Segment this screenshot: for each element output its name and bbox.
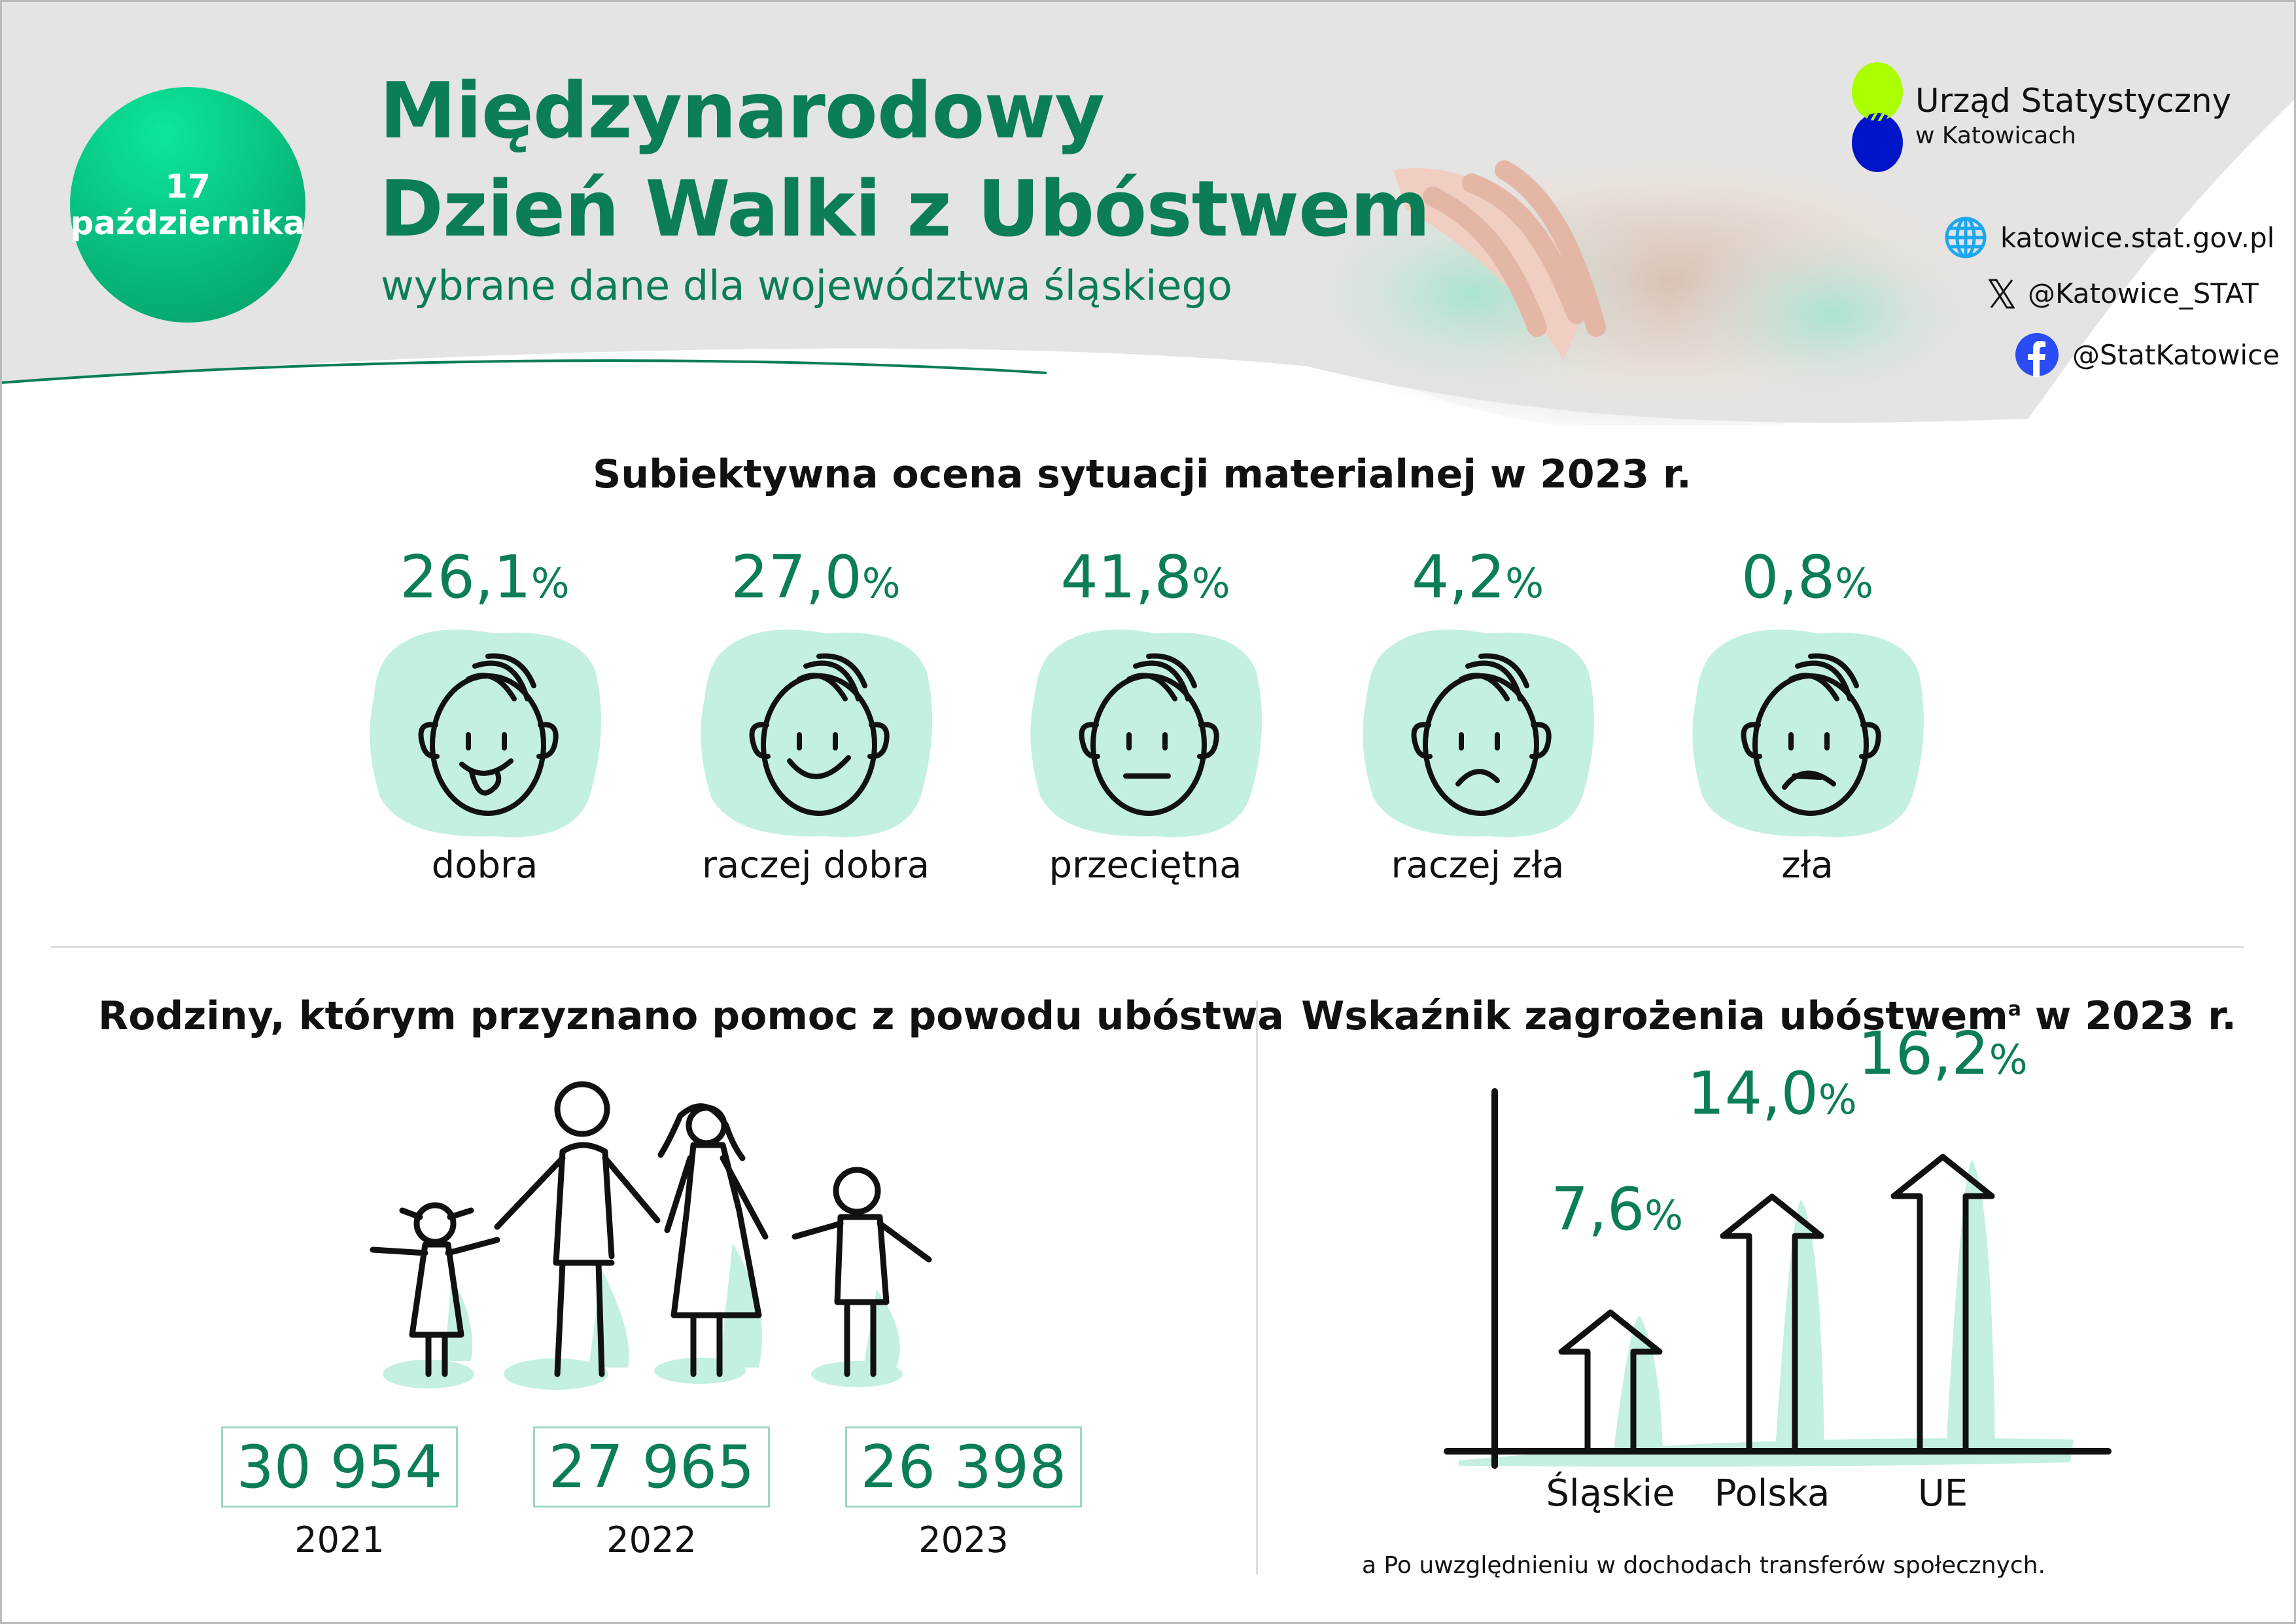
logo-line1: Urząd Statystyczny	[1915, 82, 2232, 120]
bar-value-label: 14,0%	[1687, 1059, 1856, 1128]
value-number: 16,2	[1858, 1019, 1989, 1088]
assessment-label: przeciętna	[1049, 844, 1242, 887]
family-year: 2022	[606, 1519, 697, 1561]
assessment-label: zła	[1781, 844, 1834, 887]
value-unit: %	[1835, 559, 1874, 607]
families-title: Rodziny, którym przyznano pomoc z powodu…	[98, 993, 1284, 1039]
family-illustration	[370, 1081, 932, 1390]
logo-mark	[1852, 62, 1903, 172]
family-count: 27 965	[548, 1432, 755, 1502]
logo-line2: w Katowicach	[1915, 122, 2076, 149]
logo: Urząd Statystyczny w Katowicach	[1851, 62, 2283, 180]
bar-shadow-2	[1946, 1160, 1995, 1450]
smiling-face-icon	[701, 629, 932, 838]
chart-title-suffix: w 2023 r.	[2021, 993, 2236, 1039]
page-title-line1: Międzynarodowy	[379, 65, 1105, 156]
page-title-line2: Dzień Walki z Ubóstwem	[379, 164, 1431, 254]
value-number: 27,0	[731, 543, 862, 612]
value-number: 7,6	[1550, 1174, 1645, 1244]
chart-title-footnote-mark: a	[2008, 998, 2021, 1021]
value-unit: %	[1818, 1075, 1857, 1123]
category-label: UE	[1917, 1472, 1968, 1515]
page-subtitle: wybrane dane dla województwa śląskiego	[381, 262, 1232, 309]
value-unit: %	[861, 559, 901, 607]
value-unit: %	[531, 559, 570, 607]
chart-title-text: Wskaźnik zagrożenia ubóstwem	[1301, 993, 2008, 1039]
x-handle: @Katowice_STAT	[2028, 277, 2259, 309]
value-unit: %	[1191, 559, 1230, 607]
assessment-label: raczej dobra	[701, 844, 930, 887]
date-badge: 17 października	[70, 87, 305, 323]
sad-face-icon	[1692, 629, 1924, 838]
neutral-face-icon	[1030, 629, 1262, 838]
family-year: 2023	[918, 1519, 1009, 1561]
category-label: Śląskie	[1546, 1472, 1675, 1515]
happy-tongue-face-icon	[370, 629, 601, 838]
assessment-label: raczej zła	[1391, 844, 1565, 887]
chart-footnote: a Po uwzględnieniu w dochodach transferó…	[1362, 1552, 2045, 1579]
value-number: 41,8	[1060, 543, 1192, 612]
assessment-title: Subiektywna ocena sytuacji materialnej w…	[593, 451, 1692, 497]
frowning-face-icon	[1363, 629, 1594, 838]
chart-title: Wskaźnik zagrożenia ubóstwema w 2023 r.	[1301, 993, 2236, 1039]
assessment-value: 4,2%	[1412, 543, 1544, 612]
value-number: 26,1	[400, 543, 531, 612]
x-logo-icon	[1989, 279, 2015, 308]
value-unit: %	[1644, 1191, 1684, 1239]
date-day: 17	[165, 168, 211, 205]
bar-value-label: 7,6%	[1551, 1175, 1683, 1244]
globe-icon	[1945, 217, 1987, 258]
bar-shadow-1	[1775, 1199, 1824, 1450]
value-unit: %	[1505, 559, 1544, 607]
assessment-value: 26,1%	[400, 543, 569, 612]
value-number: 4,2	[1411, 543, 1506, 612]
assessment-label: dobra	[431, 844, 538, 887]
arrow-bar-1	[1720, 1193, 1824, 1450]
value-unit: %	[1989, 1036, 2028, 1084]
assessment-value: 0,8%	[1741, 543, 1873, 612]
family-count-box: 30 954	[221, 1426, 458, 1508]
column-divider	[1256, 1000, 1258, 1574]
assessment-value: 27,0%	[731, 543, 900, 612]
website-link[interactable]: katowice.stat.gov.pl	[1944, 216, 2274, 259]
facebook-handle: @StatKatowice	[2072, 338, 2280, 371]
family-count-box: 26 398	[845, 1426, 1082, 1508]
value-number: 0,8	[1741, 543, 1835, 612]
assessment-value: 41,8%	[1060, 543, 1230, 612]
family-count-box: 27 965	[533, 1426, 770, 1508]
facebook-icon	[2015, 333, 2059, 377]
bar-value-label: 16,2%	[1858, 1019, 2027, 1088]
hands-photo	[1276, 131, 2028, 425]
date-month: października	[70, 204, 305, 242]
facebook-link[interactable]: @StatKatowice	[2015, 332, 2280, 377]
x-link[interactable]: @Katowice_STAT	[1989, 277, 2259, 309]
category-label: Polska	[1714, 1472, 1830, 1515]
family-year: 2021	[294, 1519, 385, 1561]
family-count: 26 398	[860, 1432, 1067, 1502]
arrow-bar-2	[1890, 1154, 1995, 1450]
arrow-bar-0	[1558, 1309, 1663, 1450]
value-number: 14,0	[1687, 1059, 1818, 1128]
website-text: katowice.stat.gov.pl	[2000, 221, 2275, 254]
family-count: 30 954	[236, 1432, 443, 1502]
section-divider	[51, 946, 2244, 948]
